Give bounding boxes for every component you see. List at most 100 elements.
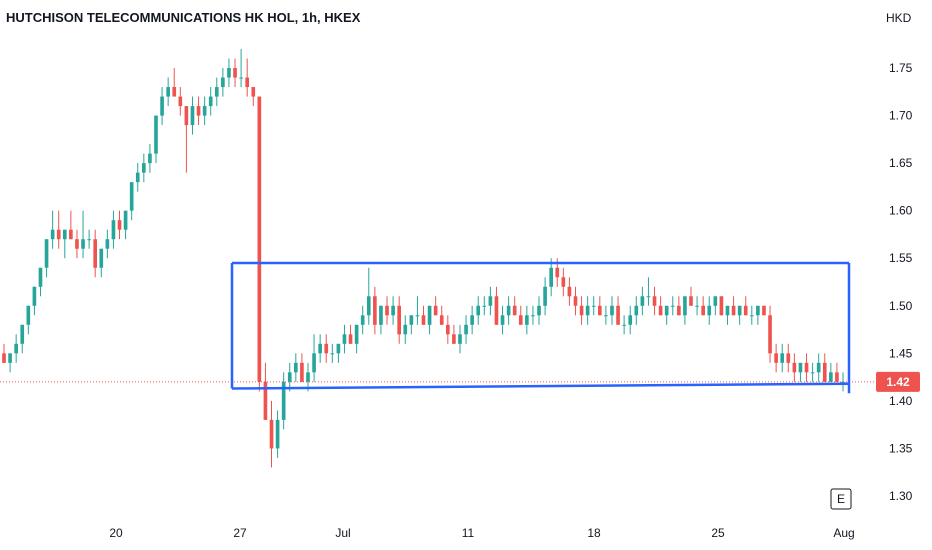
candle-body	[762, 305, 766, 316]
candle-body	[695, 305, 699, 307]
y-tick-label: 1.30	[889, 489, 913, 503]
candle	[525, 305, 529, 335]
candle-body	[701, 305, 705, 316]
candle	[336, 343, 341, 363]
range-box	[230, 261, 851, 394]
candle	[184, 106, 189, 173]
candle	[221, 68, 225, 97]
candle	[360, 305, 365, 335]
candle-body	[318, 343, 322, 354]
candle	[658, 296, 663, 316]
candle-body	[391, 305, 395, 316]
candle	[835, 362, 839, 382]
candle	[178, 87, 183, 116]
chart-title: HUTCHISON TELECOMMUNICATIONS HK HOL, 1h,…	[6, 10, 361, 25]
candle	[366, 267, 371, 325]
candle-body	[500, 315, 505, 325]
candle	[488, 286, 493, 316]
candle	[373, 286, 377, 335]
candle-body	[628, 315, 633, 325]
candle-body	[111, 220, 116, 240]
candle-body	[269, 419, 274, 449]
candle	[56, 210, 61, 249]
candle-body	[421, 315, 426, 325]
candle	[822, 353, 827, 382]
y-tick-label: 1.65	[889, 156, 913, 170]
candle	[518, 305, 523, 325]
x-tick-label: 27	[233, 526, 247, 540]
candle	[123, 210, 128, 240]
candle	[208, 87, 213, 116]
earnings-marker[interactable]: E	[830, 488, 852, 510]
candle-body	[573, 296, 578, 306]
y-tick-label: 1.60	[889, 204, 913, 218]
y-tick-label: 1.55	[889, 251, 913, 265]
y-tick-label: 1.50	[889, 299, 913, 313]
candle-body	[652, 296, 657, 306]
candle	[677, 296, 681, 316]
candle	[312, 334, 316, 382]
candle	[306, 362, 310, 392]
candle	[294, 353, 298, 382]
candle	[275, 410, 280, 458]
candle	[300, 353, 304, 382]
candle-body	[585, 305, 590, 316]
candle	[762, 305, 766, 316]
candle	[348, 324, 353, 344]
candle	[379, 305, 383, 335]
candle-body	[20, 324, 25, 344]
candle-body	[2, 353, 6, 363]
candle-body	[670, 305, 675, 307]
candle-body	[142, 163, 146, 173]
candle	[743, 296, 748, 316]
candle-body	[561, 277, 566, 287]
candle-body	[373, 296, 377, 325]
candle	[543, 277, 547, 316]
candle-body	[719, 296, 724, 316]
candle	[214, 77, 219, 107]
candle	[500, 305, 505, 335]
candle	[780, 343, 785, 373]
candle-body	[257, 96, 262, 382]
candle-body	[531, 315, 535, 317]
candle-body	[202, 106, 207, 116]
candle	[111, 210, 116, 249]
candle	[190, 96, 195, 135]
candle	[263, 362, 268, 420]
candle-body	[8, 353, 12, 363]
candle	[670, 296, 675, 316]
candle-body	[774, 353, 778, 363]
candle-body	[756, 305, 760, 316]
candle-body	[385, 305, 389, 316]
candle	[75, 229, 79, 259]
last-price-badge: 1.42	[876, 371, 920, 392]
candle	[719, 296, 724, 316]
y-tick-label: 1.75	[889, 61, 913, 75]
candle	[585, 296, 590, 325]
candle-body	[786, 353, 791, 363]
candle	[427, 305, 432, 335]
candle	[464, 315, 468, 344]
candle	[798, 362, 803, 382]
candle	[8, 353, 12, 373]
candle-body	[148, 153, 152, 164]
candle	[135, 163, 140, 192]
candle-body	[683, 296, 687, 316]
candle-body	[105, 239, 110, 249]
candle-body	[829, 372, 833, 382]
candle-body	[336, 343, 341, 354]
candle-body	[93, 239, 98, 268]
candle	[476, 296, 481, 325]
last-price-value: 1.42	[886, 375, 910, 389]
candle	[50, 210, 55, 249]
candle	[664, 305, 669, 325]
candle-body	[458, 334, 462, 344]
candle-body	[591, 305, 596, 307]
candle	[494, 286, 499, 325]
candle	[154, 115, 158, 164]
candle-body	[287, 372, 292, 382]
candle	[32, 286, 37, 316]
candle-body	[664, 305, 669, 316]
candle-body	[69, 229, 73, 240]
candle	[81, 210, 85, 259]
